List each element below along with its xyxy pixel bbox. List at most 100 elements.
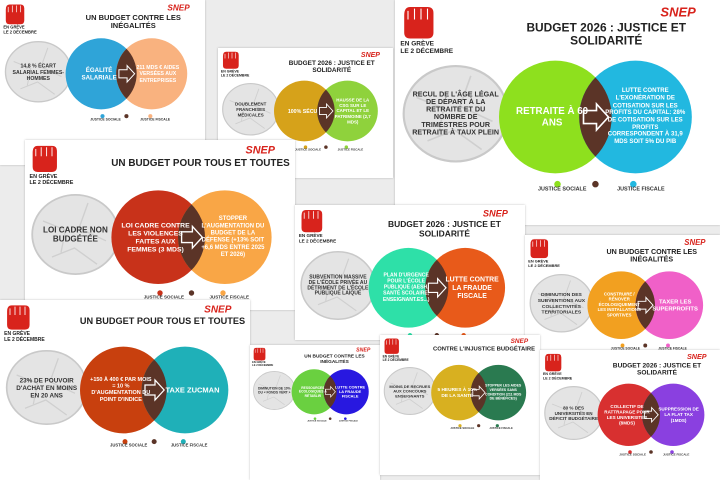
- legend-dot: [324, 145, 328, 149]
- legend-label: JUSTICE FISCALE: [489, 426, 513, 430]
- legend-label: JUSTICE SOCIALE: [307, 419, 327, 423]
- fist-icon: [300, 209, 323, 233]
- legend-dot: [620, 343, 625, 348]
- legend-dot: [122, 439, 128, 445]
- legend-dot: [643, 343, 648, 348]
- fist-icon: [31, 144, 58, 173]
- legend-label: JUSTICE SOCIALE: [610, 346, 640, 351]
- poster-title: UN BUDGET CONTRE LES INÉGALITÉS: [85, 13, 181, 31]
- poster-art: [544, 353, 705, 454]
- legend-label: JUSTICE SOCIALE: [90, 117, 121, 122]
- legend-label: JUSTICE FISCALE: [663, 453, 690, 457]
- right-text: LUTTE CONTRE L'EXONÉRATION DE COTISATION…: [605, 87, 686, 146]
- paper-creases: [13, 47, 62, 95]
- problem-text: 23% DE POUVOIR D'ACHAT EN MOINS EN 20 AN…: [16, 376, 78, 399]
- legend-dot: [670, 450, 674, 454]
- legend-dot: [344, 417, 347, 420]
- fist-icon: [6, 304, 31, 331]
- strike-date: LE 2 DÉCEMBRE: [4, 337, 45, 343]
- fist-icon: [403, 5, 435, 40]
- right-text: LUTTE CONTRE LA FRAUDE FISCALE: [335, 384, 366, 399]
- poster: EN GRÈVE LE 2 DÉCEMBRE SNEP BUDGET 2026 : J…: [540, 350, 720, 480]
- fist-icon: [222, 51, 240, 70]
- arrow: [643, 406, 659, 424]
- poster-content: EN GRÈVE LE 2 DÉCEMBRE SNEP UN BUDGET CONTR…: [0, 0, 205, 140]
- left-circle: [499, 60, 612, 174]
- strike-label: EN GRÈVE: [543, 372, 562, 377]
- arrow: [180, 224, 204, 250]
- logo: SNEP: [360, 50, 380, 59]
- legend-dot: [628, 450, 632, 454]
- poster-content: EN GRÈVE LE 2 DÉCEMBRE SNEP BUDGET 2026 : J…: [540, 350, 720, 473]
- logo: SNEP: [204, 303, 232, 315]
- problem-text: DIMINUTION DES SUBVENTIONS AUX COLLECTIV…: [537, 291, 586, 315]
- right-circle: [317, 80, 378, 142]
- left-circle: [65, 38, 137, 110]
- legend-label: JUSTICE SOCIALE: [143, 294, 185, 301]
- poster-title: BUDGET 2026 : JUSTICE ET SOLIDARITÉ: [526, 21, 687, 48]
- legend-dot: [148, 114, 153, 119]
- legend-dot: [592, 180, 599, 188]
- legend-dot: [303, 145, 308, 149]
- fist-icon: [544, 353, 562, 372]
- poster-title: CONTRE L'INJUSTICE BUDGÉTAIRE: [432, 345, 535, 353]
- legend-dot: [124, 114, 129, 119]
- left-text: LOI CADRE CONTRE LES VIOLENCES FAITES AU…: [121, 220, 190, 254]
- problem-text: LOI CADRE NON BUDGÉTÉE: [43, 225, 108, 244]
- legend-dot: [313, 417, 317, 420]
- arrow: [144, 378, 166, 402]
- strike-date: LE 2 DÉCEMBRE: [220, 74, 250, 78]
- strike-date: LE 2 DÉCEMBRE: [382, 359, 409, 363]
- legend-dot: [666, 343, 670, 348]
- legend-dot: [188, 290, 195, 296]
- right-circle: [178, 190, 272, 284]
- left-text: +150 À 400 € PAR MOIS = 10 % D'AUGMENTAT…: [90, 376, 152, 403]
- paper-creases: [42, 202, 107, 265]
- poster-content: EN GRÈVE LE 2 DÉCEMBRE SNEP CONTRE L'INJUST…: [380, 335, 540, 444]
- poster-art: [383, 337, 527, 428]
- arrow: [582, 101, 610, 133]
- legend-dot: [220, 290, 226, 296]
- poster-title: BUDGET 2026 : JUSTICE ET SOLIDARITÉ: [388, 220, 501, 239]
- poster-art: [222, 51, 378, 149]
- right-circle: [635, 271, 704, 339]
- left-text: 100% SÉCU: [287, 107, 318, 114]
- paper-creases: [229, 88, 271, 129]
- right-circle: [642, 383, 705, 446]
- logo: SNEP: [687, 352, 707, 361]
- poster-content: EN GRÈVE LE 2 DÉCEMBRE SNEP UN BUDGET CONTR…: [250, 345, 380, 434]
- legend-dot: [180, 439, 186, 445]
- legend-dot: [151, 439, 157, 445]
- poster-art: [5, 304, 229, 445]
- legend-label: JUSTICE SOCIALE: [619, 453, 647, 457]
- left-text: ÉGALITÉ SALARIALE: [81, 66, 117, 81]
- legend-dot: [458, 424, 462, 428]
- problem-text: 80 % DES UNIVERSITÉS EN DÉFICIT BUDGÉTAI…: [549, 404, 598, 422]
- legend-label: JUSTICE FISCALE: [140, 117, 171, 122]
- right-circle: [470, 364, 527, 421]
- legend-dot: [649, 450, 653, 454]
- paper-creases: [390, 372, 429, 409]
- strike-date: LE 2 DÉCEMBRE: [400, 48, 454, 56]
- paper-creases: [537, 280, 584, 326]
- legend-dot: [630, 180, 637, 188]
- left-circle: [368, 247, 449, 328]
- fist-icon: [5, 3, 25, 25]
- strike-date: LE 2 DÉCEMBRE: [528, 264, 560, 269]
- strike-date: LE 2 DÉCEMBRE: [3, 30, 37, 35]
- left-circle: [111, 190, 205, 284]
- poster: EN GRÈVE LE 2 DÉCEMBRE SNEP UN BUDGET CONTR…: [250, 345, 380, 480]
- left-text: COLLECTIF DE RATTRAPAGE POUR LES UNIVERS…: [604, 403, 650, 426]
- poster-content: EN GRÈVE LE 2 DÉCEMBRE SNEP BUDGET 2026 : J…: [295, 205, 525, 340]
- left-text: PLAN D'URGENCE POUR L'ÉCOLE PUBLIQUE (AE…: [382, 272, 430, 303]
- legend-label: JUSTICE SOCIALE: [295, 148, 322, 152]
- strike-label: EN GRÈVE: [298, 234, 323, 239]
- poster-content: EN GRÈVE LE 2 DÉCEMBRE SNEP UN BUDGET POUR …: [25, 140, 295, 310]
- logo: SNEP: [482, 208, 508, 219]
- right-text: 211 MDS € AIDES VERSÉES AUX ENTREPRISES: [136, 64, 180, 84]
- arrow: [427, 277, 447, 299]
- poster-art: [31, 144, 272, 296]
- poster: EN GRÈVE LE 2 DÉCEMBRE SNEP CONTRE L'INJUST…: [380, 335, 540, 475]
- right-text: HAUSSE DE LA CSG SUR LE CAPITAL ET LE PA…: [334, 97, 371, 125]
